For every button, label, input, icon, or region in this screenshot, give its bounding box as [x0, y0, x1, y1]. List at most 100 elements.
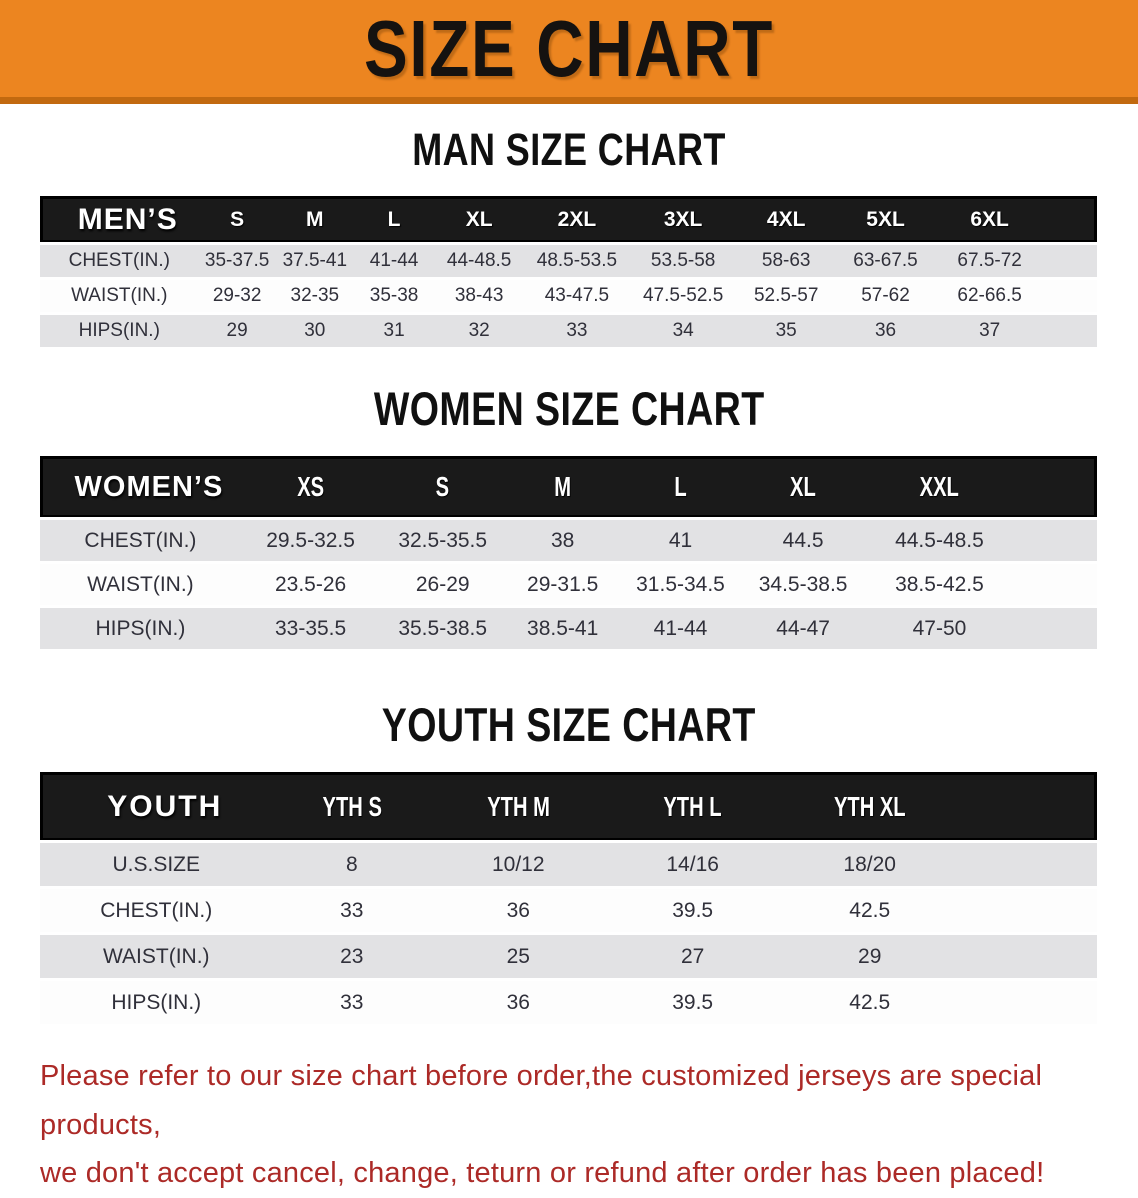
- order-policy-note-line2: we don't accept cancel, change, teturn o…: [40, 1157, 1045, 1190]
- row-filler: [959, 889, 1097, 932]
- row-filler: [1044, 280, 1097, 312]
- size-value-cell: 44-48.5: [434, 245, 525, 277]
- row-filler: [1013, 520, 1097, 561]
- size-column-header: 4XL: [736, 196, 836, 242]
- size-column-header: 3XL: [629, 196, 737, 242]
- size-column-header: M: [275, 196, 354, 242]
- size-column-header: YTH S: [272, 772, 432, 840]
- size-value-cell: 26-29: [380, 564, 506, 605]
- size-value-cell: 41-44: [353, 245, 435, 277]
- row-filler: [959, 981, 1097, 1024]
- size-value-cell: 38.5-42.5: [865, 564, 1014, 605]
- size-value-cell: 43-47.5: [524, 280, 630, 312]
- size-value-cell: 33: [272, 889, 432, 932]
- table-row: CHEST(IN.) 29.5-32.5 32.5-35.5 38 41 44.5 44.5…: [40, 520, 1097, 561]
- size-column-header: XXL: [865, 456, 1014, 517]
- size-value-cell: 33: [272, 981, 432, 1024]
- women-header-row: WOMEN’S XS S M L XL XXL: [40, 456, 1097, 517]
- women-section-title: WOMEN SIZE CHART: [0, 385, 1138, 432]
- size-column-header: M: [505, 456, 621, 517]
- size-value-cell: 62-66.5: [935, 280, 1045, 312]
- size-value-cell: 38-43: [434, 280, 525, 312]
- size-value-cell: 37: [935, 315, 1045, 347]
- row-label: CHEST(IN.): [40, 245, 199, 277]
- row-filler: [959, 935, 1097, 978]
- table-row: WAIST(IN.) 23 25 27 29: [40, 935, 1097, 978]
- table-corner-label: YOUTH: [40, 772, 273, 840]
- size-value-cell: 41: [620, 520, 741, 561]
- order-policy-note-line1: Please refer to our size chart before or…: [40, 1060, 1043, 1141]
- size-value-cell: 29-32: [198, 280, 276, 312]
- size-value-cell: 27: [605, 935, 780, 978]
- row-label: WAIST(IN.): [40, 564, 241, 605]
- table-corner-label: WOMEN’S: [40, 456, 241, 517]
- size-column-header: 2XL: [524, 196, 630, 242]
- size-column-header: YTH L: [605, 772, 780, 840]
- size-value-cell: 34: [629, 315, 737, 347]
- size-value-cell: 42.5: [779, 981, 960, 1024]
- size-value-cell: 32.5-35.5: [380, 520, 506, 561]
- table-row: CHEST(IN.) 35-37.5 37.5-41 41-44 44-48.5 48.5…: [40, 245, 1097, 277]
- size-value-cell: 33: [524, 315, 630, 347]
- table-row: HIPS(IN.) 33-35.5 35.5-38.5 38.5-41 41-44 44-…: [40, 608, 1097, 649]
- header-filler: [1013, 456, 1097, 517]
- size-value-cell: 32-35: [275, 280, 354, 312]
- size-value-cell: 57-62: [835, 280, 936, 312]
- table-row: HIPS(IN.) 29 30 31 32 33 34 35 36 37: [40, 315, 1097, 347]
- row-label: HIPS(IN.): [40, 315, 199, 347]
- youth-header-row: YOUTH YTH S YTH M YTH L YTH XL: [40, 772, 1097, 840]
- size-value-cell: 14/16: [605, 843, 780, 886]
- size-column-header: S: [380, 456, 506, 517]
- youth-size-table: YOUTH YTH S YTH M YTH L YTH XL U.S.SIZE 8 10/1…: [40, 769, 1097, 1027]
- row-label: U.S.SIZE: [40, 843, 273, 886]
- size-value-cell: 44.5: [740, 520, 866, 561]
- row-filler: [1013, 564, 1097, 605]
- men-size-table: MEN’S S M L XL 2XL 3XL 4XL 5XL 6XL CHEST(IN.) 35-3…: [40, 193, 1097, 350]
- table-corner-label: MEN’S: [40, 196, 199, 242]
- row-label: CHEST(IN.): [40, 889, 273, 932]
- size-value-cell: 8: [272, 843, 432, 886]
- size-value-cell: 39.5: [605, 981, 780, 1024]
- row-filler: [959, 843, 1097, 886]
- size-value-cell: 47.5-52.5: [629, 280, 737, 312]
- size-value-cell: 30: [275, 315, 354, 347]
- youth-section-title: YOUTH SIZE CHART: [0, 701, 1138, 748]
- size-value-cell: 44.5-48.5: [865, 520, 1014, 561]
- size-value-cell: 25: [431, 935, 606, 978]
- size-value-cell: 29.5-32.5: [240, 520, 381, 561]
- table-row: WAIST(IN.) 23.5-26 26-29 29-31.5 31.5-34.5 34…: [40, 564, 1097, 605]
- size-value-cell: 37.5-41: [275, 245, 354, 277]
- size-value-cell: 23: [272, 935, 432, 978]
- size-value-cell: 29-31.5: [505, 564, 621, 605]
- size-column-header: S: [198, 196, 276, 242]
- size-value-cell: 41-44: [620, 608, 741, 649]
- size-value-cell: 36: [431, 889, 606, 932]
- size-value-cell: 23.5-26: [240, 564, 381, 605]
- table-row: HIPS(IN.) 33 36 39.5 42.5: [40, 981, 1097, 1024]
- size-value-cell: 38: [505, 520, 621, 561]
- banner-title: SIZE CHART: [364, 3, 774, 93]
- row-label: HIPS(IN.): [40, 981, 273, 1024]
- size-value-cell: 10/12: [431, 843, 606, 886]
- size-value-cell: 35.5-38.5: [380, 608, 506, 649]
- women-section-title-text: WOMEN SIZE CHART: [373, 382, 765, 435]
- size-column-header: L: [620, 456, 741, 517]
- order-policy-note: Please refer to our size chart before or…: [40, 1052, 1100, 1198]
- size-chart-banner: SIZE CHART: [0, 0, 1138, 104]
- size-value-cell: 63-67.5: [835, 245, 936, 277]
- women-size-table: WOMEN’S XS S M L XL XXL CHEST(IN.) 29.5-32.5 32.…: [40, 453, 1097, 652]
- size-value-cell: 48.5-53.5: [524, 245, 630, 277]
- size-value-cell: 31.5-34.5: [620, 564, 741, 605]
- table-row: WAIST(IN.) 29-32 32-35 35-38 38-43 43-47.5 47.…: [40, 280, 1097, 312]
- size-value-cell: 52.5-57: [736, 280, 836, 312]
- size-value-cell: 38.5-41: [505, 608, 621, 649]
- header-filler: [1044, 196, 1097, 242]
- size-value-cell: 35-38: [353, 280, 435, 312]
- size-value-cell: 33-35.5: [240, 608, 381, 649]
- size-value-cell: 29: [198, 315, 276, 347]
- row-label: HIPS(IN.): [40, 608, 241, 649]
- table-row: U.S.SIZE 8 10/12 14/16 18/20: [40, 843, 1097, 886]
- size-column-header: YTH XL: [779, 772, 960, 840]
- size-value-cell: 34.5-38.5: [740, 564, 866, 605]
- size-value-cell: 42.5: [779, 889, 960, 932]
